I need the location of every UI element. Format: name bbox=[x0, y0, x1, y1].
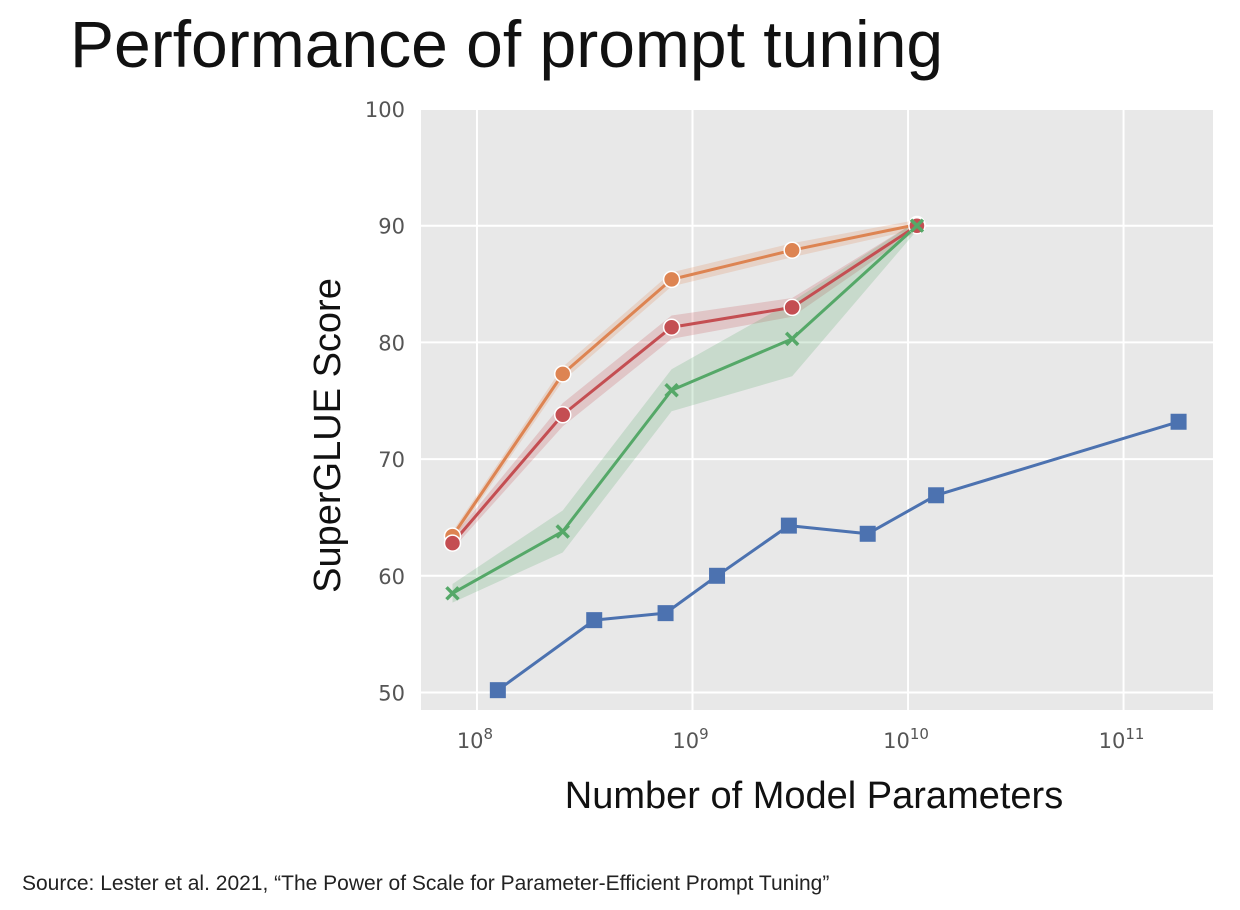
series-line bbox=[496, 420, 1180, 692]
plot-area bbox=[421, 109, 1213, 710]
y-tick-label: 90 bbox=[378, 215, 405, 239]
x-tick-label: 108 bbox=[457, 725, 493, 753]
square-marker bbox=[657, 605, 674, 622]
y-tick-label: 100 bbox=[365, 98, 405, 122]
confidence-band bbox=[452, 221, 917, 603]
slide-title: Performance of prompt tuning bbox=[70, 7, 944, 81]
source-citation: Source: Lester et al. 2021, “The Power o… bbox=[22, 872, 830, 895]
x-marker-stroke bbox=[784, 331, 800, 347]
square-marker bbox=[859, 525, 876, 542]
circle-marker bbox=[783, 241, 801, 259]
circle-marker bbox=[662, 318, 681, 336]
circle-marker bbox=[662, 270, 681, 289]
x-marker-stroke bbox=[555, 524, 570, 539]
circle-marker bbox=[443, 534, 462, 552]
x-marker bbox=[555, 524, 570, 539]
x-marker-stroke bbox=[909, 218, 925, 233]
x-marker bbox=[909, 218, 925, 233]
circle-marker bbox=[783, 298, 801, 317]
y-tick-label: 60 bbox=[378, 565, 405, 589]
x-tick-label: 1010 bbox=[883, 725, 929, 753]
square-marker bbox=[928, 487, 945, 504]
series-markers bbox=[443, 215, 1187, 699]
x-marker bbox=[445, 586, 460, 601]
circle-marker bbox=[553, 365, 572, 383]
grid-lines bbox=[421, 108, 1213, 710]
y-tick-label: 50 bbox=[378, 681, 405, 705]
x-axis-title: Number of Model Parameters bbox=[565, 775, 1063, 817]
y-tick-label: 70 bbox=[378, 448, 405, 472]
x-marker-stroke bbox=[445, 586, 460, 601]
square-marker bbox=[586, 612, 603, 629]
y-axis-ticks: 50 60 70 80 90 100 bbox=[365, 98, 405, 705]
x-marker bbox=[664, 383, 679, 398]
circle-marker bbox=[553, 406, 572, 424]
square-marker bbox=[709, 567, 726, 584]
square-marker bbox=[489, 682, 506, 699]
x-marker bbox=[784, 331, 800, 347]
y-tick-label: 80 bbox=[378, 331, 405, 355]
x-axis-ticks: 108 109 1010 1011 bbox=[457, 725, 1145, 753]
x-tick-label: 1011 bbox=[1099, 725, 1145, 753]
y-axis-title: SuperGLUE Score bbox=[307, 278, 349, 593]
square-marker bbox=[780, 517, 797, 534]
x-marker-stroke bbox=[664, 383, 679, 398]
x-tick-label: 109 bbox=[672, 725, 708, 753]
square-marker bbox=[1170, 413, 1187, 430]
